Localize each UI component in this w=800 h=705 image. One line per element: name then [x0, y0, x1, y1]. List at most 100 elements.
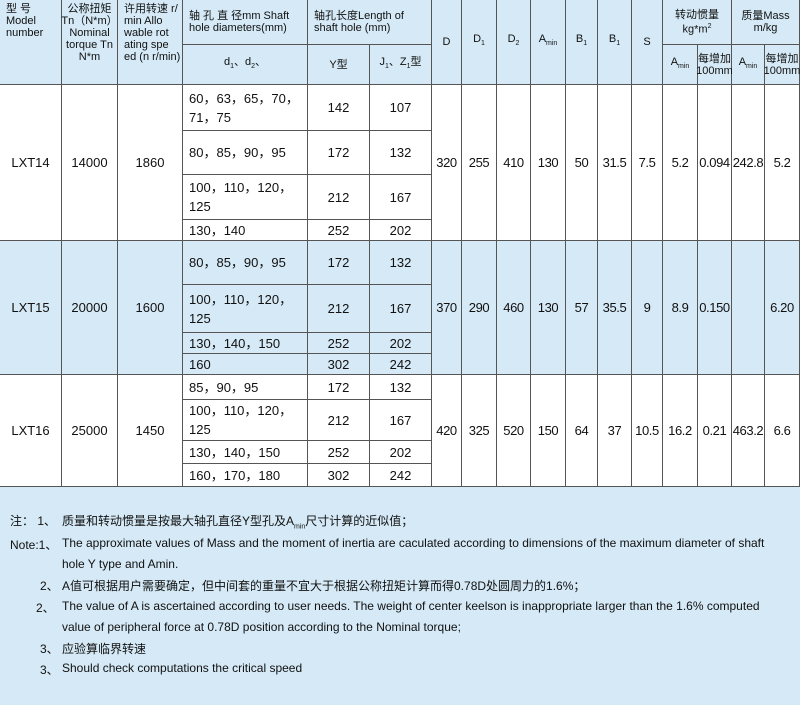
y-length: 252: [327, 444, 350, 460]
diameters: 130，140，150: [189, 335, 281, 351]
torque: 25000: [71, 423, 108, 438]
text-line: 型 号: [6, 3, 32, 15]
text: 质量和转动惯量是按最大轴孔直径Y型孔及A: [62, 514, 295, 528]
text-line: S: [643, 36, 651, 48]
text-line: D2: [508, 33, 520, 50]
j-length: 167: [389, 412, 412, 428]
text-line: min Allo: [124, 15, 163, 27]
j-length: 242: [389, 467, 412, 483]
header-mass-per100: 每增加 100mm: [764, 45, 800, 85]
y-length: 172: [327, 145, 350, 160]
note-label: 3、: [40, 663, 59, 677]
dim-cell: 50: [566, 85, 598, 241]
dim-cell: 16.2: [663, 375, 698, 487]
model-cell: LXT15: [0, 241, 62, 375]
dim-cell: 9: [632, 241, 663, 375]
y-length: 212: [327, 412, 350, 428]
y-cell: 252: [308, 220, 370, 241]
d-cell: 130，140，150: [183, 333, 308, 354]
text-line: D1: [473, 33, 485, 50]
dim-cell: [732, 241, 765, 375]
torque: 20000: [71, 300, 108, 315]
diameters: 160，170，180: [189, 467, 281, 483]
header-dim: B1: [566, 0, 598, 85]
text-line: 轴孔长度Length of: [314, 10, 404, 22]
subscript: 1: [616, 40, 621, 48]
torque-cell: 25000: [62, 375, 118, 487]
dim-cell: 290: [462, 241, 497, 375]
model: LXT15: [11, 300, 50, 315]
dim-cell: 37: [598, 375, 632, 487]
j-length: 132: [389, 145, 412, 160]
j-cell: 167: [370, 400, 432, 441]
header-dim: B1: [598, 0, 632, 85]
d-cell: 160: [183, 354, 308, 375]
diameters: 80，85，90，95: [189, 145, 286, 160]
j-cell: 242: [370, 354, 432, 375]
dim-value: 460: [503, 300, 524, 315]
text: 、d: [234, 55, 252, 68]
dim-cell: 10.5: [632, 375, 663, 487]
dim-cell: 420: [432, 375, 462, 487]
text-line: ed (n r/min): [124, 51, 181, 63]
note-text: hole Y type and Amin.: [62, 557, 179, 571]
y-cell: 212: [308, 285, 370, 333]
subscript: 1: [583, 40, 588, 48]
y-length: 212: [327, 301, 350, 316]
note-text: The value of A is ascertained according …: [62, 599, 760, 613]
dim-value: 370: [436, 300, 457, 315]
torque-cell: 14000: [62, 85, 118, 241]
header-mass: 质量Mass m/kg: [732, 0, 800, 45]
j-cell: 242: [370, 464, 432, 487]
text-line: N*m: [78, 51, 101, 63]
dim-cell: 31.5: [598, 85, 632, 241]
diameters: 160: [189, 356, 211, 372]
subscript: 1: [230, 63, 234, 71]
header-dim: D2: [497, 0, 531, 85]
dim-cell: 463.2: [732, 375, 765, 487]
y-cell: 252: [308, 333, 370, 354]
dim-value: 130: [537, 155, 559, 170]
j-length: 167: [389, 301, 412, 316]
d-cell: 130，140，150: [183, 441, 308, 464]
model-cell: LXT16: [0, 375, 62, 487]
text-line: 质量Mass: [741, 10, 790, 22]
dim-value: 31.5: [602, 155, 627, 170]
j-cell: 132: [370, 241, 432, 285]
y-length: 172: [327, 255, 350, 270]
dim-value: 520: [503, 423, 524, 438]
text-line: Tn（N*m）: [61, 15, 118, 27]
y-cell: 212: [308, 175, 370, 220]
j-cell: 132: [370, 131, 432, 175]
text-line: 许用转速 r/: [124, 3, 178, 15]
header-dim: S: [632, 0, 663, 85]
note-label: 3、: [40, 642, 59, 656]
note-label: 2、: [40, 579, 59, 593]
dim-value: 8.9: [671, 300, 689, 315]
j-length: 202: [389, 222, 412, 238]
d-cell: 160，170，180: [183, 464, 308, 487]
dim-value: 320: [436, 155, 457, 170]
header-torque: 公称扭矩 Tn（N*m） Nominal torque Tn N*m: [61, 0, 118, 85]
subscript: 1: [481, 40, 485, 48]
speed: 1600: [135, 300, 165, 315]
dim-value: 255: [468, 155, 490, 170]
dim-value: 7.5: [638, 155, 656, 170]
text: A: [670, 55, 679, 68]
dim-value: 0.21: [702, 423, 727, 438]
text-line: Amin: [539, 33, 558, 50]
note-text: value of peripheral force at 0.78D posit…: [62, 620, 461, 634]
dim-value: 57: [574, 300, 589, 315]
diameters: 100，110，120，125: [189, 180, 293, 214]
j-length: 202: [389, 444, 412, 460]
dim-cell: 0.150: [698, 241, 732, 375]
torque-cell: 20000: [62, 241, 118, 375]
text: J: [379, 55, 385, 68]
text-line: d1、d2、: [224, 56, 266, 73]
text: A: [738, 55, 747, 68]
j-length: 242: [389, 356, 412, 372]
y-cell: 302: [308, 354, 370, 375]
dim-cell: 320: [432, 85, 462, 241]
diameters: 60，63，65，70，71，75: [189, 90, 299, 125]
y-cell: 212: [308, 400, 370, 441]
